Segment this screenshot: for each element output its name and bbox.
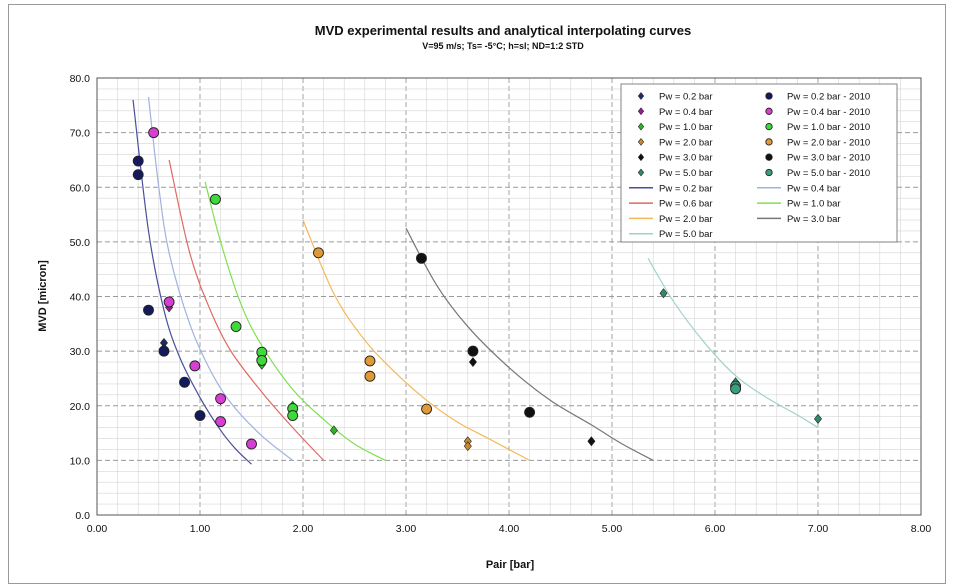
legend-marker-swatch	[765, 92, 773, 100]
legend-marker-swatch	[765, 138, 773, 146]
legend-label: Pw = 1.0 bar - 2010	[787, 122, 870, 133]
data-point-circle	[364, 370, 376, 382]
data-point-circle	[467, 345, 479, 357]
data-point-diamond	[463, 441, 472, 452]
legend-marker-swatch	[765, 122, 773, 131]
legend-marker-swatch	[637, 107, 645, 116]
legend-marker-swatch	[637, 153, 645, 162]
data-point-circle	[148, 127, 160, 139]
x-tick-label: 0.00	[87, 523, 108, 535]
y-tick-label: 10.0	[70, 455, 91, 467]
data-markers	[132, 127, 822, 452]
legend-label: Pw = 0.2 bar	[659, 92, 713, 103]
legend-marker-swatch	[765, 168, 773, 177]
x-tick-label: 5.00	[602, 523, 623, 535]
legend: Pw = 0.2 bar Pw = 0.2 bar - 2010 Pw = 0.4 …	[620, 83, 898, 243]
data-point-circle	[364, 355, 376, 367]
x-tick-label: 2.00	[293, 523, 314, 535]
data-point-circle	[313, 247, 324, 259]
chart-subtitle: V=95 m/s; Ts= -5°C; h=sl; ND=1:2 STD	[422, 41, 584, 51]
legend-label: Pw = 3.0 bar - 2010	[787, 153, 870, 164]
legend-label: Pw = 1.0 bar	[659, 122, 713, 133]
y-axis-label: MVD [micron]	[37, 260, 49, 332]
data-point-circle	[158, 345, 170, 357]
legend-label: Pw = 5.0 bar	[659, 168, 713, 179]
data-point-circle	[194, 410, 206, 422]
x-tick-label: 3.00	[396, 523, 417, 535]
legend-label: Pw = 0.4 bar	[659, 107, 713, 118]
x-axis-label: Pair [bar]	[486, 559, 535, 571]
legend-label: Pw = 3.0 bar	[659, 153, 713, 164]
data-point-diamond	[814, 413, 822, 424]
data-point-circle	[256, 354, 268, 366]
y-tick-label: 20.0	[70, 401, 91, 413]
legend-label: Pw = 2.0 bar	[659, 214, 713, 225]
x-tick-label: 7.00	[808, 523, 829, 535]
legend-box	[620, 83, 898, 243]
interpolating-curves	[132, 97, 819, 465]
x-tick-label: 6.00	[705, 523, 726, 535]
data-point-circle	[421, 403, 433, 415]
legend-marker-swatch	[637, 92, 645, 100]
legend-label: Pw = 5.0 bar	[659, 229, 713, 240]
y-tick-label: 70.0	[70, 128, 91, 140]
data-point-circle	[143, 304, 154, 316]
data-point-circle	[730, 383, 742, 395]
y-tick-label: 0.0	[75, 510, 90, 522]
legend-label: Pw = 1.0 bar	[787, 199, 841, 210]
data-point-diamond	[329, 425, 338, 436]
data-point-circle	[132, 155, 144, 167]
curve-pw-5-0-bar	[647, 257, 819, 429]
legend-marker-swatch	[765, 153, 773, 161]
legend-label: Pw = 2.0 bar	[659, 137, 713, 148]
legend-label: Pw = 0.4 bar - 2010	[787, 107, 870, 118]
legend-marker-swatch	[637, 138, 645, 146]
data-point-circle	[230, 321, 242, 332]
y-tick-label: 60.0	[70, 182, 91, 194]
data-point-diamond	[659, 288, 668, 299]
legend-marker-swatch	[637, 122, 645, 131]
x-tick-label: 4.00	[499, 523, 520, 535]
axis-ticks: 0.00 1.00 2.00 3.00 4.00 5.00 6.00 7.00 8.00 0.0 1…	[70, 73, 932, 535]
plot-border	[96, 77, 922, 516]
data-point-diamond	[587, 436, 596, 447]
data-point-circle	[163, 296, 175, 308]
legend-marker-swatch	[765, 107, 773, 115]
y-tick-label: 40.0	[70, 292, 91, 304]
curve-pw-3-0-bar	[405, 227, 654, 461]
data-point-circle	[132, 169, 144, 181]
data-point-diamond	[468, 357, 477, 368]
legend-label: Pw = 5.0 bar - 2010	[787, 168, 870, 179]
curve-pw-1-0-bar	[204, 181, 386, 461]
data-point-circle	[209, 193, 221, 205]
data-point-circle	[189, 360, 201, 372]
y-tick-label: 30.0	[70, 346, 91, 358]
legend-label: Pw = 2.0 bar - 2010	[787, 137, 870, 148]
y-tick-label: 50.0	[70, 237, 91, 249]
legend-label: Pw = 3.0 bar	[787, 214, 841, 225]
data-point-circle	[246, 438, 257, 450]
x-tick-label: 8.00	[911, 523, 932, 535]
curve-pw-0-2-bar	[132, 99, 252, 465]
data-point-circle	[416, 252, 427, 264]
x-tick-label: 1.00	[190, 523, 211, 535]
data-point-circle	[287, 410, 299, 422]
data-point-circle	[179, 376, 191, 388]
legend-label: Pw = 0.6 bar	[659, 199, 713, 210]
data-point-circle	[524, 406, 536, 418]
legend-marker-swatch	[637, 168, 645, 177]
curve-pw-0-4-bar	[147, 97, 294, 461]
legend-label: Pw = 0.2 bar	[659, 183, 713, 194]
legend-label: Pw = 0.2 bar - 2010	[787, 92, 870, 103]
y-tick-label: 80.0	[70, 73, 91, 85]
legend-label: Pw = 0.4 bar	[787, 183, 841, 194]
data-point-circle	[215, 416, 227, 428]
chart-title: MVD experimental results and analytical …	[315, 23, 691, 38]
curve-pw-2-0-bar	[302, 219, 530, 461]
data-point-circle	[215, 393, 227, 405]
curve-pw-0-6-bar	[168, 159, 325, 461]
